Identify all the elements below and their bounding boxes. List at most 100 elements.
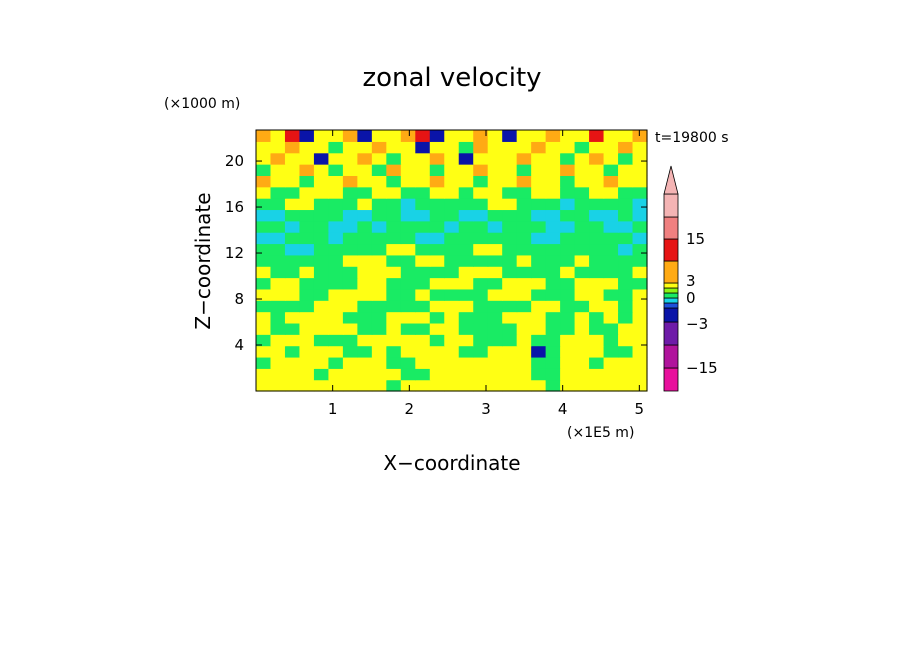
- field-cell: [603, 175, 619, 188]
- field-cell: [618, 322, 634, 335]
- field-cell: [386, 141, 402, 154]
- field-cell: [458, 152, 474, 165]
- field-cell: [545, 254, 561, 267]
- field-cell: [487, 368, 503, 381]
- field-cell: [502, 379, 518, 392]
- field-cell: [371, 209, 387, 222]
- y-tick-label: 4: [234, 336, 244, 354]
- field-cell: [299, 198, 315, 211]
- field-cell: [270, 277, 286, 290]
- x-axis-ticks: 1 2 3 4 5: [328, 130, 644, 418]
- field-cell: [632, 254, 648, 267]
- field-cell: [256, 266, 272, 279]
- field-cell: [473, 334, 489, 347]
- field-cell: [545, 288, 561, 301]
- field-cell: [574, 186, 590, 199]
- field-cell: [473, 379, 489, 392]
- field-cell: [531, 198, 547, 211]
- field-cell: [502, 209, 518, 222]
- field-cell: [603, 311, 619, 324]
- field-cell: [386, 334, 402, 347]
- field-cell: [458, 141, 474, 154]
- field-cell: [415, 266, 431, 279]
- field-cell: [473, 288, 489, 301]
- field-cell: [328, 220, 344, 233]
- field-cell: [574, 141, 590, 154]
- field-cell: [429, 220, 445, 233]
- field-cell: [415, 175, 431, 188]
- field-cell: [545, 175, 561, 188]
- field-cell: [618, 175, 634, 188]
- field-cell: [400, 322, 416, 335]
- field-cell: [284, 334, 301, 347]
- field-cell: [574, 266, 590, 279]
- field-cell: [328, 209, 344, 222]
- field-cell: [473, 345, 489, 358]
- field-cell: [270, 141, 286, 154]
- field-cell: [618, 288, 634, 301]
- field-cell: [603, 130, 619, 142]
- field-cell: [256, 311, 272, 324]
- field-cell: [284, 345, 301, 358]
- field-cell: [342, 300, 358, 313]
- field-cell: [545, 300, 561, 313]
- field-cell: [545, 345, 561, 358]
- field-cell: [284, 175, 301, 188]
- field-cell: [270, 254, 286, 267]
- field-cell: [328, 175, 344, 188]
- field-cell: [632, 379, 648, 392]
- field-cell: [574, 311, 590, 324]
- field-cell: [342, 379, 358, 392]
- field-cell: [299, 356, 315, 369]
- field-cell: [357, 254, 373, 267]
- field-cell: [386, 175, 402, 188]
- field-cell: [256, 243, 272, 256]
- field-cell: [256, 198, 272, 211]
- field-cell: [284, 186, 301, 199]
- field-cell: [531, 186, 547, 199]
- field-cell: [531, 322, 547, 335]
- field-cell: [415, 232, 431, 245]
- field-cell: [560, 209, 576, 222]
- field-cell: [256, 288, 272, 301]
- field-cell: [531, 334, 547, 347]
- field-cell: [357, 266, 373, 279]
- field-cell: [516, 232, 532, 245]
- field-cell: [270, 300, 286, 313]
- field-cell: [284, 277, 301, 290]
- field-cell: [328, 322, 344, 335]
- field-cell: [299, 277, 315, 290]
- colorbar: [663, 165, 679, 392]
- field-cell: [516, 220, 532, 233]
- field-cell: [458, 254, 474, 267]
- field-cell: [444, 152, 460, 165]
- field-cell: [473, 311, 489, 324]
- field-cell: [444, 266, 460, 279]
- field-cell: [560, 322, 576, 335]
- y-tick-label: 16: [225, 198, 244, 216]
- field-cell: [270, 175, 286, 188]
- field-cell: [487, 277, 503, 290]
- field-cell: [632, 232, 648, 245]
- field-cell: [400, 379, 416, 392]
- field-cell: [256, 220, 272, 233]
- field-cell: [589, 220, 605, 233]
- field-cell: [270, 311, 286, 324]
- field-cell: [357, 368, 373, 381]
- field-cell: [415, 345, 431, 358]
- field-cell: [487, 288, 503, 301]
- field-cell: [328, 164, 344, 176]
- field-cell: [400, 164, 416, 176]
- field-cell: [400, 266, 416, 279]
- field-cell: [444, 232, 460, 245]
- field-cell: [357, 209, 373, 222]
- field-cell: [429, 266, 445, 279]
- field-cell: [342, 152, 358, 165]
- field-cell: [516, 379, 532, 392]
- field-cell: [270, 356, 286, 369]
- field-cell: [589, 175, 605, 188]
- field-cell: [429, 141, 445, 154]
- field-cell: [589, 277, 605, 290]
- field-cell: [618, 254, 634, 267]
- field-cell: [603, 300, 619, 313]
